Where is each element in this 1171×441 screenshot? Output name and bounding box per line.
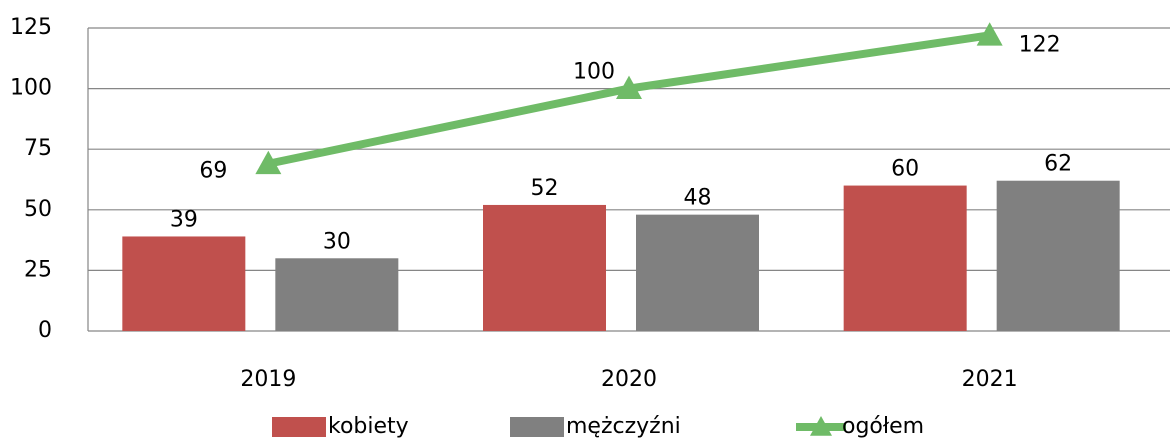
bar [636,214,759,331]
y-tick-label: 125 [10,15,52,40]
y-tick-label: 100 [10,76,52,101]
bar [483,204,606,331]
legend-label: ogółem [842,414,924,439]
x-tick-label: 2020 [601,367,657,392]
line-marker [976,22,1003,46]
bar-value-label: 48 [684,186,712,211]
legend-swatch [510,417,564,437]
y-tick-label: 0 [38,318,52,343]
bar [275,258,399,331]
legend-label: mężczyźni [566,414,681,439]
bar-value-label: 60 [891,157,919,182]
line-value-label: 122 [1019,32,1061,57]
y-tick-label: 25 [24,257,52,282]
bar-value-label: 39 [170,207,198,232]
line-marker [616,75,642,99]
legend-swatch [272,417,326,437]
bar [996,180,1120,331]
bar-value-label: 52 [531,176,559,201]
bar-value-label: 30 [323,229,351,254]
bar [122,236,246,331]
line [267,31,991,168]
line-value-label: 69 [199,159,227,184]
x-tick-label: 2019 [240,367,296,392]
legend-label: kobiety [328,414,409,439]
line-value-label: 100 [573,60,615,85]
y-tick-label: 75 [24,136,52,161]
x-tick-label: 2021 [962,367,1018,392]
bar-value-label: 62 [1044,152,1072,177]
bar [843,185,967,331]
line-marker [255,150,282,175]
y-tick-label: 50 [24,197,52,222]
legend-marker [810,416,832,436]
